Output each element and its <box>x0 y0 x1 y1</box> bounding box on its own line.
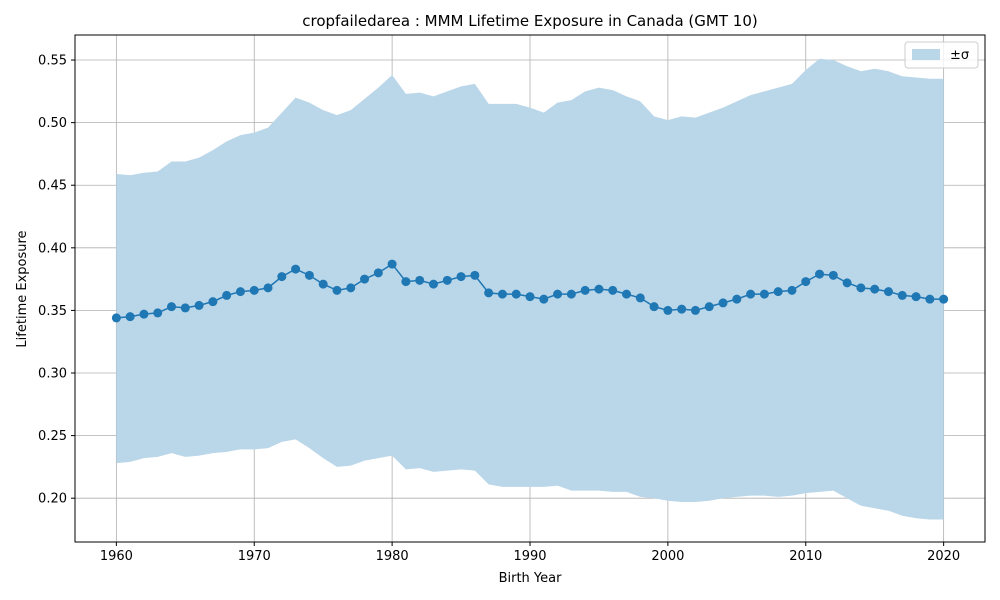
data-point <box>525 292 535 302</box>
data-point <box>442 275 452 285</box>
data-point <box>635 293 645 303</box>
legend: ±σ <box>904 41 979 69</box>
data-point <box>815 269 825 279</box>
data-point <box>304 270 314 280</box>
x-tick-label: 2020 <box>927 549 960 564</box>
y-tick-label: 0.50 <box>38 116 67 131</box>
data-point <box>125 312 135 322</box>
data-point <box>649 302 659 312</box>
data-point <box>111 313 121 323</box>
data-point <box>718 298 728 308</box>
x-tick-label: 1960 <box>100 549 133 564</box>
data-point <box>208 297 218 307</box>
chart-title: cropfailedarea : MMM Lifetime Exposure i… <box>302 12 757 30</box>
x-tick-label: 1990 <box>513 549 546 564</box>
data-point <box>139 309 149 319</box>
data-point <box>911 292 921 302</box>
data-point <box>277 272 287 282</box>
data-point <box>428 279 438 289</box>
data-point <box>180 303 190 313</box>
y-axis-label: Lifetime Exposure <box>15 230 30 347</box>
mean-markers <box>111 259 949 323</box>
data-point <box>167 302 177 312</box>
data-point <box>484 288 494 298</box>
data-point <box>897 290 907 300</box>
legend-swatch <box>912 49 940 60</box>
data-point <box>539 294 549 304</box>
y-tick-label: 0.30 <box>38 367 67 382</box>
y-tick-label: 0.40 <box>38 241 67 256</box>
data-point <box>939 294 949 304</box>
data-point <box>663 305 673 315</box>
data-point <box>497 289 507 299</box>
data-point <box>608 285 618 295</box>
data-point <box>773 287 783 297</box>
data-point <box>360 274 370 284</box>
x-tick-label: 1970 <box>238 549 271 564</box>
y-axis-ticks: 0.20 0.25 0.30 0.35 0.40 0.45 0.50 0.55 <box>38 54 75 507</box>
data-point <box>153 308 163 318</box>
data-point <box>925 294 935 304</box>
y-tick-label: 0.45 <box>38 179 67 194</box>
y-tick-label: 0.35 <box>38 304 67 319</box>
x-axis-label: Birth Year <box>499 571 563 586</box>
data-point <box>594 284 604 294</box>
data-point <box>318 279 328 289</box>
data-point <box>580 285 590 295</box>
data-point <box>235 287 245 297</box>
data-point <box>759 289 769 299</box>
data-point <box>332 285 342 295</box>
data-point <box>842 278 852 288</box>
x-tick-label: 2000 <box>651 549 684 564</box>
data-point <box>746 289 756 299</box>
data-point <box>415 275 425 285</box>
legend-label: ±σ <box>950 48 969 63</box>
data-point <box>566 289 576 299</box>
data-point <box>856 283 866 293</box>
data-point <box>677 304 687 314</box>
data-point <box>222 290 232 300</box>
x-tick-label: 1980 <box>376 549 409 564</box>
data-point <box>511 289 521 299</box>
data-point <box>470 270 480 280</box>
data-point <box>346 283 356 293</box>
data-point <box>373 268 383 278</box>
data-point <box>883 287 893 297</box>
data-point <box>401 277 411 287</box>
x-tick-label: 2010 <box>789 549 822 564</box>
data-point <box>249 285 259 295</box>
y-tick-label: 0.25 <box>38 429 67 444</box>
data-point <box>291 264 301 274</box>
data-point <box>870 284 880 294</box>
y-tick-label: 0.55 <box>38 54 67 69</box>
data-point <box>553 289 563 299</box>
data-point <box>732 294 742 304</box>
data-point <box>456 272 466 282</box>
sigma-band <box>116 58 944 520</box>
data-point <box>263 283 273 293</box>
y-tick-label: 0.20 <box>38 492 67 507</box>
data-point <box>801 277 811 287</box>
data-point <box>690 305 700 315</box>
data-point <box>622 289 632 299</box>
data-point <box>387 259 397 269</box>
data-point <box>194 300 204 310</box>
data-point <box>704 302 714 312</box>
legend-frame <box>904 41 979 69</box>
data-point <box>828 270 838 280</box>
x-axis-ticks: 1960 1970 1980 1990 2000 2010 2020 <box>100 542 960 564</box>
data-point <box>787 285 797 295</box>
